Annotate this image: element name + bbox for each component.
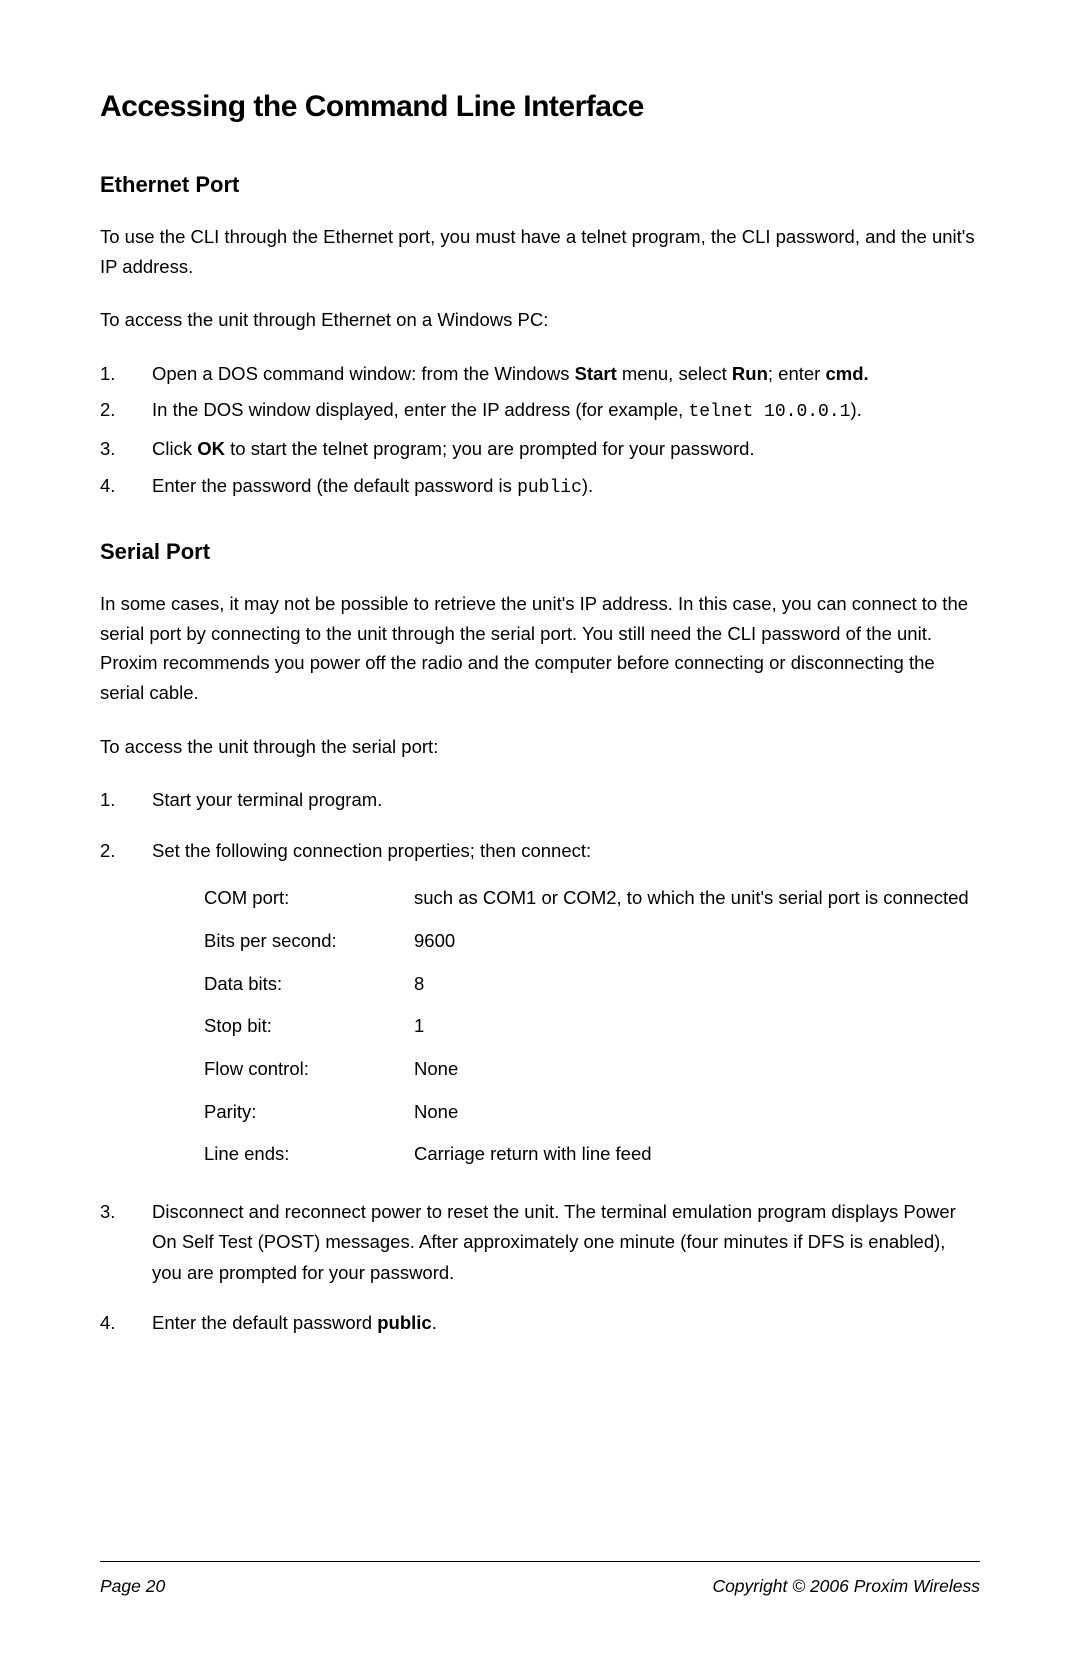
serial-prelist: To access the unit through the serial po…: [100, 732, 980, 762]
serial-step-3: 3. Disconnect and reconnect power to res…: [100, 1197, 980, 1289]
step-text: to start the telnet program; you are pro…: [225, 438, 755, 459]
serial-step-1: 1. Start your terminal program.: [100, 785, 980, 816]
step-text: menu, select: [617, 363, 732, 384]
prop-value: 1: [414, 1012, 980, 1041]
step-text: ; enter: [768, 363, 826, 384]
step-number: 2.: [100, 836, 115, 867]
page-title: Accessing the Command Line Interface: [100, 90, 980, 124]
table-row: Stop bit: 1: [204, 1012, 980, 1041]
step-number: 3.: [100, 434, 115, 465]
mono-telnet: telnet 10.0.0.1: [688, 402, 850, 422]
step-text: ).: [850, 399, 861, 420]
serial-step-4: 4. Enter the default password public.: [100, 1308, 980, 1339]
table-row: Bits per second: 9600: [204, 927, 980, 956]
prop-label: Stop bit:: [204, 1012, 414, 1041]
prop-value: 9600: [414, 927, 980, 956]
step-text: Open a DOS command window: from the Wind…: [152, 363, 575, 384]
step-number: 1.: [100, 359, 115, 390]
table-row: Data bits: 8: [204, 970, 980, 999]
prop-label: Flow control:: [204, 1055, 414, 1084]
prop-label: Line ends:: [204, 1140, 414, 1169]
ethernet-step-3: 3. Click OK to start the telnet program;…: [100, 434, 980, 465]
footer-rule: [100, 1561, 980, 1562]
step-number: 2.: [100, 395, 115, 426]
step-number: 4.: [100, 1308, 115, 1339]
copyright-text: Copyright © 2006 Proxim Wireless: [712, 1576, 980, 1597]
bold-ok: OK: [197, 438, 225, 459]
page-footer: Page 20 Copyright © 2006 Proxim Wireless: [100, 1561, 980, 1597]
step-text: In the DOS window displayed, enter the I…: [152, 399, 688, 420]
bold-cmd: cmd.: [825, 363, 868, 384]
step-text: Disconnect and reconnect power to reset …: [152, 1201, 956, 1283]
prop-value: Carriage return with line feed: [414, 1140, 980, 1169]
table-row: COM port: such as COM1 or COM2, to which…: [204, 884, 980, 913]
prop-label: COM port:: [204, 884, 414, 913]
bold-public: public: [377, 1312, 431, 1333]
step-text: Set the following connection properties;…: [152, 840, 591, 861]
step-number: 3.: [100, 1197, 115, 1228]
connection-properties-table: COM port: such as COM1 or COM2, to which…: [204, 884, 980, 1169]
bold-start: Start: [575, 363, 617, 384]
step-text: .: [432, 1312, 437, 1333]
prop-value: None: [414, 1055, 980, 1084]
step-text: Start your terminal program.: [152, 789, 382, 810]
prop-value: 8: [414, 970, 980, 999]
ethernet-prelist: To access the unit through Ethernet on a…: [100, 305, 980, 335]
serial-steps: 1. Start your terminal program. 2. Set t…: [100, 785, 980, 1339]
prop-label: Parity:: [204, 1098, 414, 1127]
bold-run: Run: [732, 363, 768, 384]
step-text: Enter the default password: [152, 1312, 377, 1333]
ethernet-step-1: 1. Open a DOS command window: from the W…: [100, 359, 980, 390]
serial-intro: In some cases, it may not be possible to…: [100, 589, 980, 707]
table-row: Line ends: Carriage return with line fee…: [204, 1140, 980, 1169]
prop-label: Bits per second:: [204, 927, 414, 956]
step-number: 1.: [100, 785, 115, 816]
step-text: ).: [582, 475, 593, 496]
page-number: Page 20: [100, 1576, 165, 1597]
ethernet-heading: Ethernet Port: [100, 172, 980, 198]
ethernet-steps: 1. Open a DOS command window: from the W…: [100, 359, 980, 503]
step-text: Click: [152, 438, 197, 459]
step-text: Enter the password (the default password…: [152, 475, 517, 496]
step-number: 4.: [100, 471, 115, 502]
prop-label: Data bits:: [204, 970, 414, 999]
ethernet-step-2: 2. In the DOS window displayed, enter th…: [100, 395, 980, 428]
serial-heading: Serial Port: [100, 539, 980, 565]
table-row: Flow control: None: [204, 1055, 980, 1084]
ethernet-intro: To use the CLI through the Ethernet port…: [100, 222, 980, 281]
prop-value: such as COM1 or COM2, to which the unit'…: [414, 884, 980, 913]
prop-value: None: [414, 1098, 980, 1127]
table-row: Parity: None: [204, 1098, 980, 1127]
serial-step-2: 2. Set the following connection properti…: [100, 836, 980, 1169]
mono-public: public: [517, 478, 582, 498]
ethernet-step-4: 4. Enter the password (the default passw…: [100, 471, 980, 504]
